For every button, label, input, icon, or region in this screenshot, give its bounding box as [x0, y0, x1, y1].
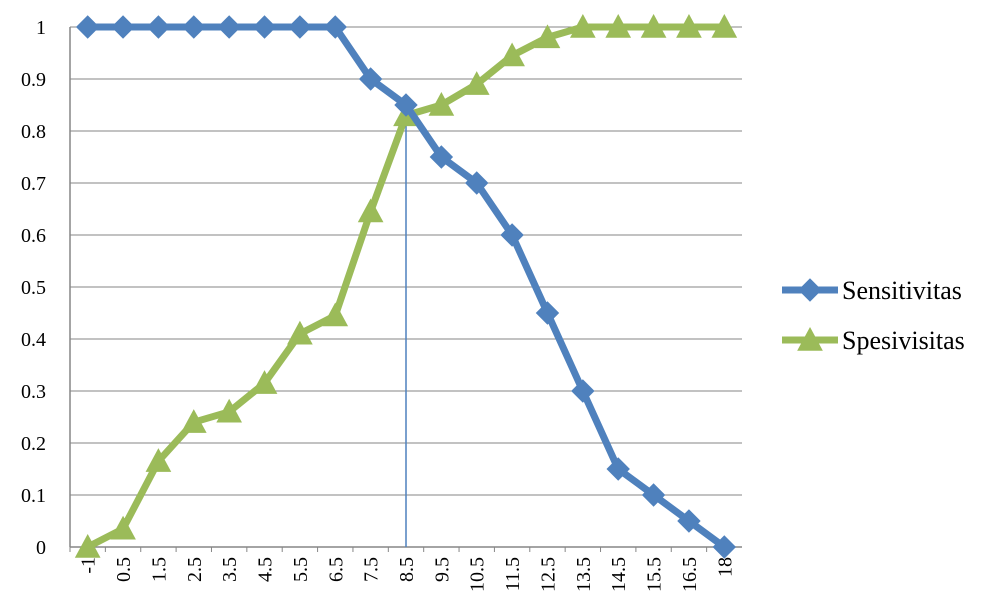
- data-point: [428, 91, 455, 116]
- data-point: [216, 398, 242, 423]
- legend-marker: [797, 326, 823, 351]
- data-point: [288, 15, 312, 39]
- y-tick-label: 1: [36, 17, 46, 39]
- x-tick-label: 0.5: [113, 557, 135, 582]
- x-tick-label: 18: [714, 557, 736, 577]
- x-axis-ticks: -1 0.5 1.5 2.5 3.5 4.5 5.5 6.5 7.5 8.5 9.5 10.5 11.5…: [69, 547, 736, 592]
- data-point: [394, 93, 418, 117]
- data-point: [500, 223, 524, 247]
- data-point: [641, 483, 666, 507]
- data-point: [217, 15, 241, 39]
- series-group: [74, 13, 738, 559]
- data-point: [605, 13, 632, 38]
- x-tick-label: 8.5: [396, 557, 418, 582]
- y-tick-label: 0.4: [21, 329, 46, 351]
- series-sensitivitas: [75, 15, 737, 559]
- x-tick-label: -1: [78, 557, 100, 574]
- y-tick-label: 0.6: [21, 225, 46, 247]
- y-axis-ticks: 0 0.1 0.2 0.3 0.4 0.5 0.6 0.7 0.8 0.9 1: [21, 17, 46, 559]
- y-tick-label: 0.9: [21, 69, 46, 91]
- y-tick-label: 0.8: [21, 121, 46, 143]
- x-tick-label: 7.5: [361, 557, 383, 582]
- data-point: [252, 15, 277, 39]
- data-point: [712, 535, 737, 559]
- y-tick-label: 0.1: [21, 485, 46, 507]
- y-tick-label: 0.5: [21, 277, 46, 299]
- data-point: [677, 509, 701, 533]
- x-tick-label: 15.5: [644, 557, 666, 592]
- data-point: [145, 448, 172, 472]
- y-tick-label: 0.2: [21, 433, 46, 455]
- data-point: [111, 15, 135, 39]
- data-point: [358, 67, 383, 91]
- y-tick-label: 0.7: [21, 173, 46, 195]
- data-point: [711, 13, 738, 38]
- legend-label: Spesivisitas: [842, 326, 965, 355]
- data-point: [182, 15, 206, 39]
- x-tick-label: 6.5: [325, 557, 347, 582]
- x-tick-label: 2.5: [184, 557, 206, 582]
- legend: Sensitivitas Spesivisitas: [782, 276, 965, 355]
- data-point: [74, 533, 101, 558]
- data-point: [180, 409, 207, 433]
- data-point: [75, 15, 100, 39]
- x-tick-label: 13.5: [573, 557, 595, 592]
- x-tick-label: 1.5: [148, 557, 170, 582]
- x-tick-label: 3.5: [219, 557, 241, 582]
- legend-item-spesivisitas: Spesivisitas: [782, 326, 965, 355]
- data-point: [110, 515, 136, 540]
- data-point: [570, 13, 596, 38]
- y-tick-label: 0.3: [21, 381, 46, 403]
- legend-label: Sensitivitas: [842, 276, 962, 305]
- x-tick-label: 11.5: [502, 557, 524, 591]
- data-point: [571, 379, 595, 403]
- legend-item-sensitivitas: Sensitivitas: [782, 276, 962, 305]
- x-tick-label: 4.5: [255, 557, 277, 582]
- data-point: [465, 171, 489, 195]
- data-point: [322, 302, 349, 327]
- data-point: [251, 370, 278, 394]
- data-point: [535, 301, 560, 325]
- data-point: [499, 42, 525, 67]
- data-point: [323, 15, 347, 39]
- x-tick-label: 9.5: [431, 557, 453, 582]
- data-point: [606, 457, 630, 481]
- legend-marker: [798, 278, 822, 302]
- data-point: [463, 71, 490, 95]
- data-point: [640, 13, 667, 38]
- data-point: [357, 198, 384, 223]
- data-point: [429, 145, 454, 169]
- data-point: [534, 24, 561, 49]
- x-tick-label: 10.5: [467, 557, 489, 592]
- data-point: [146, 15, 171, 39]
- x-tick-label: 12.5: [537, 557, 559, 592]
- x-tick-label: 14.5: [608, 557, 630, 592]
- data-point: [287, 320, 313, 345]
- x-tick-label: 16.5: [679, 557, 701, 592]
- y-tick-label: 0: [36, 537, 46, 559]
- data-point: [676, 13, 702, 38]
- x-tick-label: 5.5: [290, 557, 312, 582]
